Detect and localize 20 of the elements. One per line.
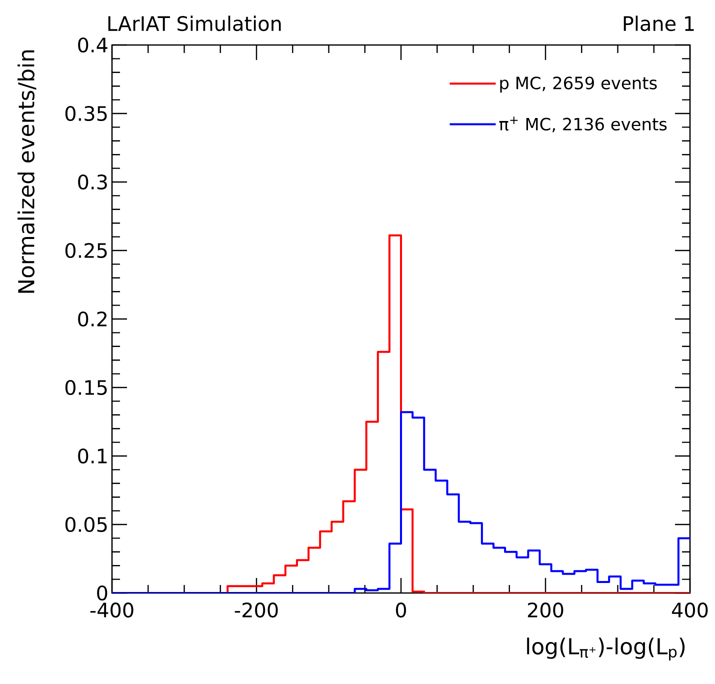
y-tick-label: 0.35 [65, 106, 107, 122]
legend-label: p MC, 2659 events [500, 76, 657, 93]
x-tick-label: 400 [672, 602, 708, 618]
chart-title: LArIAT Simulation [108, 16, 281, 32]
x-axis-title: log(L$_{π⁺}$)-log(L$_{p}$) [527, 638, 685, 661]
y-tick-label: 0.3 [78, 174, 107, 190]
y-axis-title: Normalized events/bin [18, 50, 36, 293]
legend-label: π$^{+}$ MC, 2136 events [499, 116, 667, 132]
y-tick-label: 0.05 [65, 516, 107, 532]
chart-subtitle: Plane 1 [624, 16, 694, 32]
y-tick-label: 0.25 [65, 242, 107, 258]
x-tick-label: -400 [90, 602, 134, 618]
y-tick-label: 0.15 [65, 380, 107, 396]
y-tick-label: 0.4 [78, 37, 108, 53]
y-tick-label: 0.1 [78, 448, 107, 464]
x-tick-label: 200 [528, 602, 564, 618]
x-tick-label: 0 [396, 602, 406, 618]
y-tick-label: 0 [97, 585, 108, 601]
y-tick-label: 0.2 [78, 311, 106, 327]
x-tick-label: -200 [234, 602, 278, 618]
